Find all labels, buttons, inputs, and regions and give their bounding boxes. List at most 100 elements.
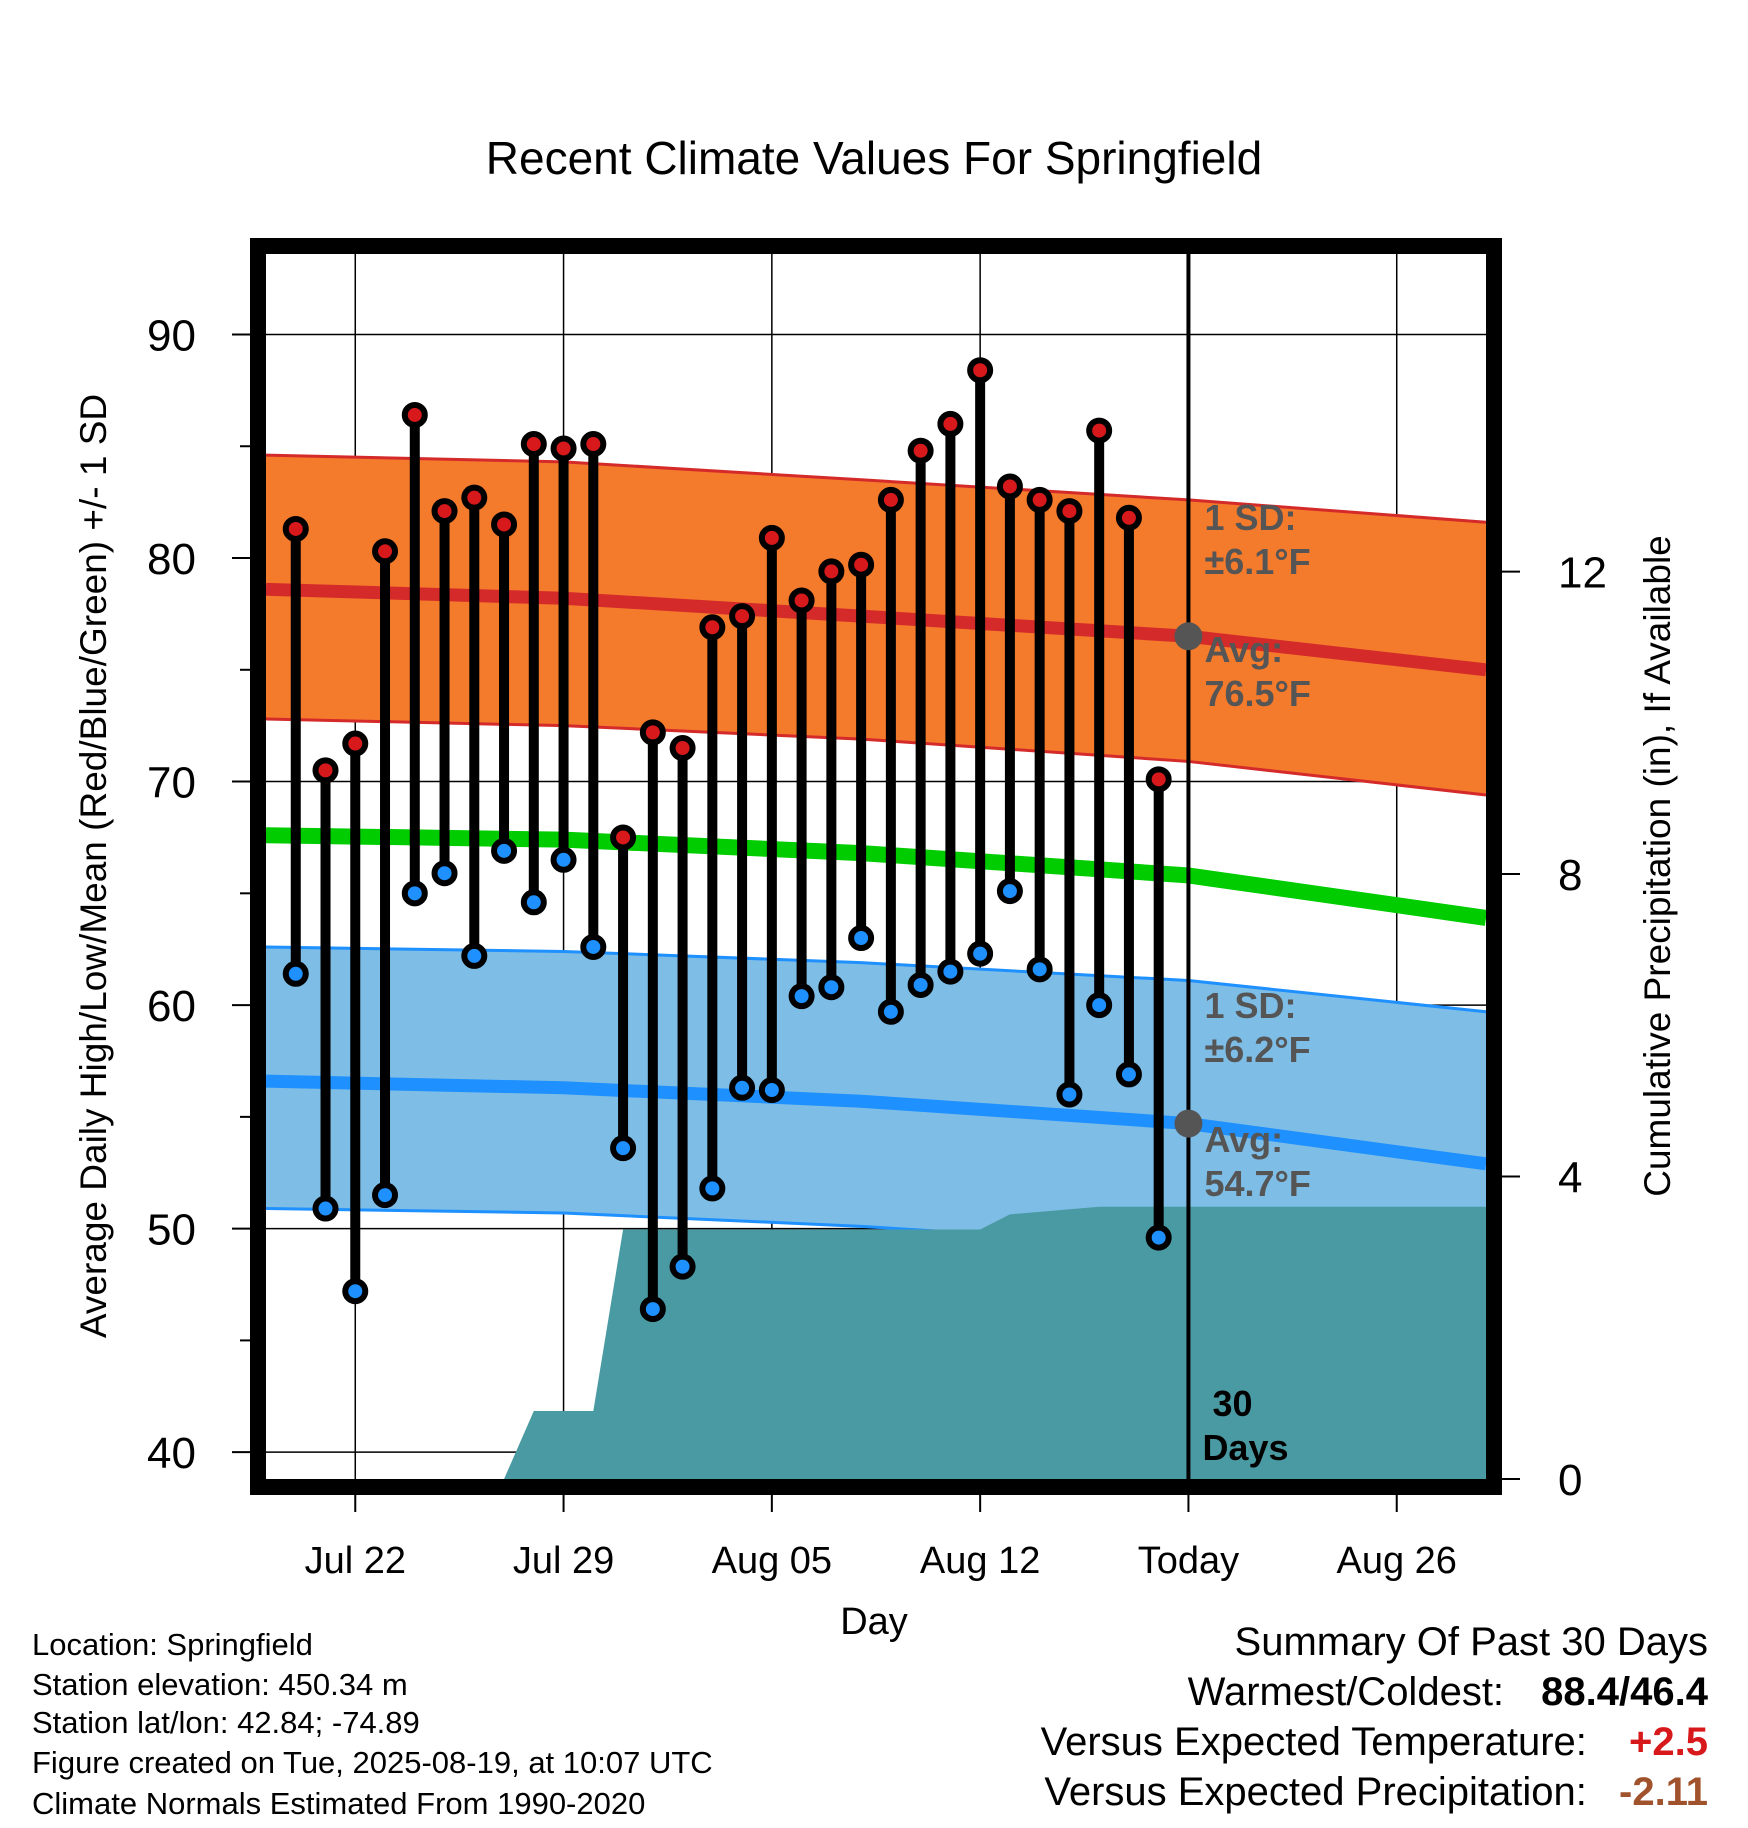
low-point [729,1074,756,1101]
low-point [1026,956,1053,983]
high-point [848,551,875,578]
x-axis-tick-label: Aug 05 [712,1540,832,1582]
high-sd-band [266,455,1486,795]
high-point [788,587,815,614]
chart-title: Recent Climate Values For Springfield [486,132,1262,184]
low-point [1056,1081,1083,1108]
y-axis-tick-label: 90 [147,311,196,360]
y-axis-tick-label: 70 [147,759,196,808]
low-point [877,998,904,1025]
high-upper-line [265,453,1487,524]
low-point [639,1296,666,1323]
low-point [699,1175,726,1202]
y-axis-tick-label: 80 [147,535,196,584]
high-point [1026,486,1053,513]
high-point [520,431,547,458]
high-point [877,486,904,513]
summary-precip-value: -2.11 [1619,1770,1708,1814]
y2-axis-label: Cumulative Precipitation (in), If Availa… [1637,535,1678,1197]
high-sd-value: ±6.1°F [1204,541,1310,582]
low-point [372,1182,399,1209]
low-point [758,1077,785,1104]
info-latlon: Station lat/lon: 42.84; -74.89 [32,1705,420,1740]
high-point [401,401,428,428]
axes: 40 50 60 70 80 90 0 4 8 12 Jul 22 Jul 29 Aug 05 Aug 1… [147,311,1607,1582]
low-average-value: 54.7°F [1204,1163,1310,1204]
x-axis-tick-label: Aug 12 [920,1540,1040,1582]
high-point [1115,504,1142,531]
low-point [1145,1224,1172,1251]
high-point [610,824,637,851]
precip-window-days: Days [1202,1427,1288,1468]
low-point [937,958,964,985]
low-sd-label: 1 SD: [1204,985,1296,1026]
low-point [401,880,428,907]
summary-temp-value: +2.5 [1629,1720,1708,1764]
high-point [312,757,339,784]
low-point [610,1135,637,1162]
high-point [818,558,845,585]
high-point [729,603,756,630]
low-point [818,974,845,1001]
low-average-line [265,1074,1487,1171]
precipitation-fill [504,1206,1486,1479]
high-average-label: Avg: [1204,629,1283,670]
info-location: Location: Springfield [32,1627,313,1662]
y-axis-tick-label: 50 [147,1206,196,1255]
high-point [580,431,607,458]
high-point [907,437,934,464]
low-point [1115,1061,1142,1088]
low-sd-value: ±6.2°F [1204,1029,1310,1070]
y2-axis-tick-label: 8 [1558,851,1582,900]
high-point [1086,417,1113,444]
summary-temp-label: Versus Expected Temperature: [1040,1720,1587,1764]
x-axis-tick-label: Jul 29 [513,1540,614,1582]
low-point [788,983,815,1010]
low-point [1086,992,1113,1019]
high-point [699,614,726,641]
high-point [669,735,696,762]
x-axis-tick-label: Jul 22 [305,1540,406,1582]
high-point [1056,498,1083,525]
low-point [342,1278,369,1305]
high-point [758,524,785,551]
high-point [431,498,458,525]
low-point [550,846,577,873]
x-axis-tick-label: Today [1138,1540,1239,1582]
info-normals: Climate Normals Estimated From 1990-2020 [32,1786,646,1821]
high-sd-label: 1 SD: [1204,497,1296,538]
summary-warmest-value: 88.4/46.4 [1541,1670,1708,1714]
high-point [550,435,577,462]
high-point [282,515,309,542]
precip-window-label: 30 [1212,1383,1252,1424]
high-point [967,357,994,384]
low-point [520,889,547,916]
daily-temperature-marks [282,357,1172,1323]
info-elevation: Station elevation: 450.34 m [32,1667,408,1702]
low-point [491,837,518,864]
high-point [372,538,399,565]
summary-warmest-row: Warmest/Coldest: 88.4/46.4 [1188,1672,1708,1712]
plot-frame [250,238,1502,1495]
low-point [996,878,1023,905]
high-point [1145,766,1172,793]
high-average-value: 76.5°F [1204,673,1310,714]
high-point [461,484,488,511]
today-low-average-marker [1174,1109,1203,1138]
today-high-average-marker [1174,622,1203,651]
low-point [967,940,994,967]
low-point [848,925,875,952]
low-point [669,1253,696,1280]
low-point [461,942,488,969]
low-point [431,860,458,887]
y2-axis-tick-label: 12 [1558,549,1607,598]
high-point [937,410,964,437]
summary-temp-row: Versus Expected Temperature: +2.5 [1041,1722,1708,1762]
y2-axis-tick-label: 4 [1558,1154,1582,1203]
high-point [491,511,518,538]
low-point [282,960,309,987]
x-axis-tick-label: Aug 26 [1337,1540,1457,1582]
summary-precip-label: Versus Expected Precipitation: [1044,1770,1587,1814]
